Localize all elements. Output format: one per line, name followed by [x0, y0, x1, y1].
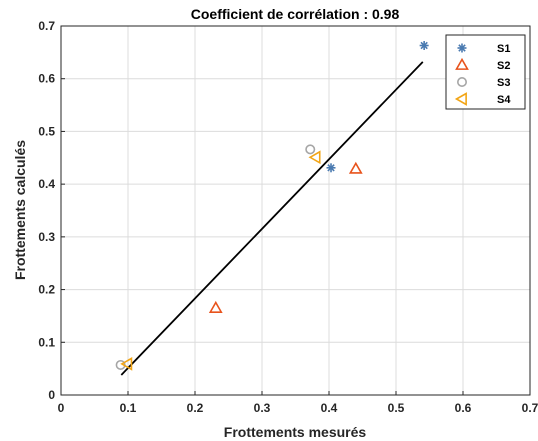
fit-line — [120, 61, 424, 376]
y-axis: 0 0.1 0.2 0.3 0.4 0.5 0.6 0.7 — [38, 19, 65, 402]
x-tick-label: 0.1 — [120, 401, 137, 415]
x-axis: 0 0.1 0.2 0.3 0.4 0.5 0.6 0.7 — [58, 391, 538, 415]
y-tick-label: 0.5 — [38, 124, 55, 138]
data-point-s3 — [305, 144, 316, 155]
data-point-s4 — [120, 357, 133, 371]
y-tick-label: 0.2 — [38, 283, 55, 297]
y-tick-label: 0.7 — [38, 19, 55, 33]
x-tick-label: 0.7 — [522, 401, 538, 415]
data-point-s2 — [208, 300, 223, 313]
legend-label: S3 — [497, 77, 510, 89]
plot-frame — [60, 25, 531, 396]
legend-marker-s1 — [457, 43, 467, 53]
y-tick-label: 0.3 — [38, 230, 55, 244]
y-tick-label: 0 — [48, 388, 55, 402]
y-tick-label: 0.1 — [38, 335, 55, 349]
legend-label: S4 — [497, 94, 511, 106]
x-tick-label: 0 — [58, 401, 65, 415]
data-point-s2 — [348, 161, 363, 174]
data-point-s1 — [419, 41, 429, 51]
x-tick-label: 0.4 — [321, 401, 338, 415]
x-axis-label: Frottements mesurés — [224, 424, 367, 440]
data-point-s4 — [308, 150, 321, 165]
x-tick-label: 0.5 — [388, 401, 405, 415]
data-point-s1 — [326, 163, 336, 173]
legend-label: S2 — [497, 60, 510, 72]
x-tick-label: 0.3 — [254, 401, 271, 415]
legend-marker-s2 — [455, 57, 469, 70]
legend-marker-s3 — [456, 77, 467, 88]
x-tick-label: 0.6 — [455, 401, 472, 415]
y-tick-label: 0.4 — [38, 177, 55, 191]
data-points — [115, 41, 429, 371]
y-tick-label: 0.6 — [38, 72, 55, 86]
y-axis-label: Frottements calculés — [12, 140, 28, 280]
legend: S1 S2 S3 S4 — [445, 34, 526, 110]
legend-marker-s4 — [454, 92, 467, 106]
fit-line-group — [120, 61, 424, 376]
chart-title: Coefficient de corrélation : 0.98 — [191, 6, 400, 22]
x-tick-label: 0.2 — [187, 401, 204, 415]
legend-label: S1 — [497, 43, 510, 55]
